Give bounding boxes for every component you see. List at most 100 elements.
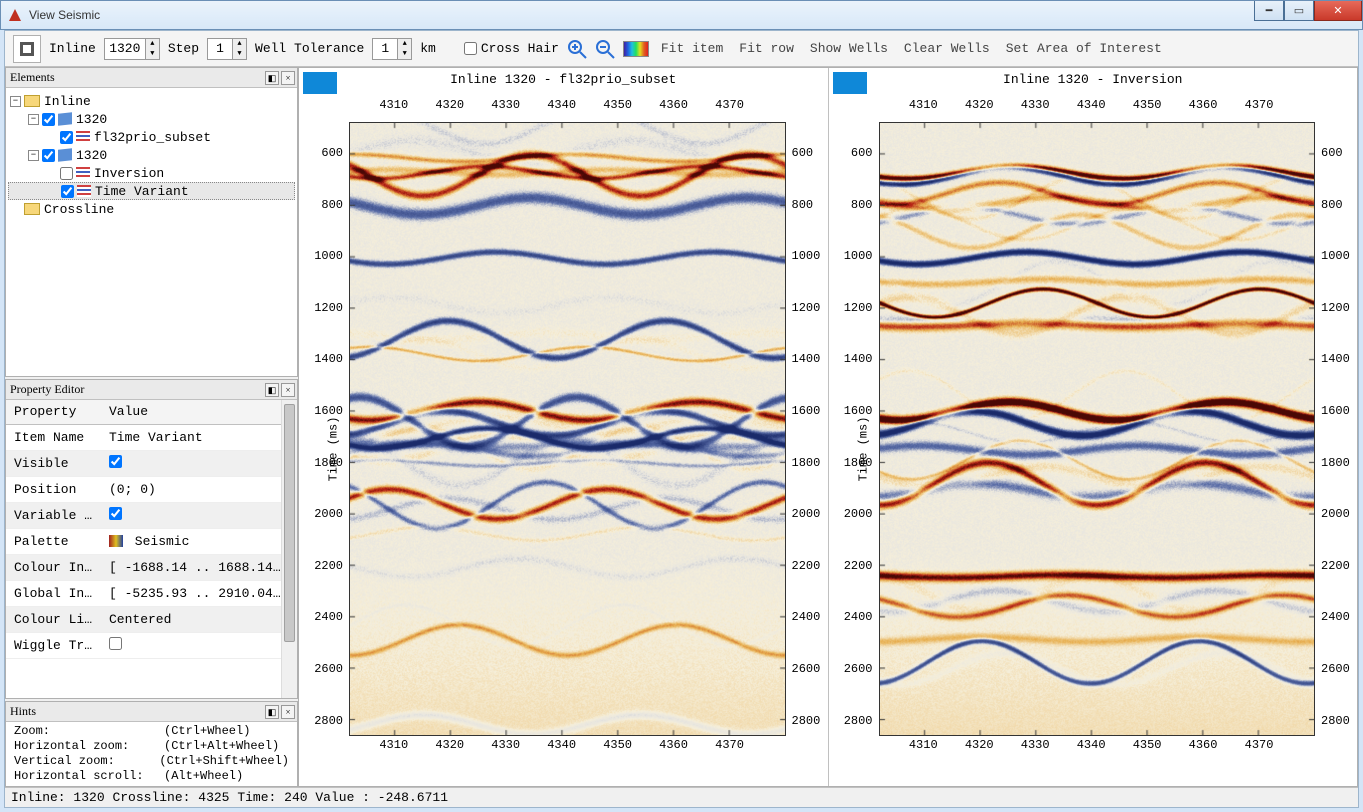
property-close-button[interactable]: ×	[281, 383, 295, 397]
x-tick: 4370	[715, 98, 744, 112]
tree-timevariant[interactable]: Time Variant	[8, 182, 295, 200]
property-value[interactable]: [ -5235.93 .. 2910.04…	[101, 580, 297, 606]
step-up[interactable]: ▲	[233, 39, 246, 49]
set-aoi-button[interactable]: Set Area of Interest	[1002, 41, 1166, 56]
plot-right[interactable]: Inline 1320 - Inversion Time (ms) 431043…	[829, 68, 1358, 786]
tree-fl32[interactable]: fl32prio_subset	[8, 128, 295, 146]
x-tick: 4350	[603, 738, 632, 752]
inline-input[interactable]	[105, 41, 145, 56]
step-input[interactable]	[208, 41, 232, 56]
welltol-up[interactable]: ▲	[398, 39, 411, 49]
stripes-icon	[76, 167, 90, 179]
inline-label: Inline	[49, 41, 96, 56]
property-col-header[interactable]: Property	[6, 400, 101, 424]
property-row[interactable]: Position(0; 0)	[6, 476, 297, 502]
property-row[interactable]: Colour In…[ -1688.14 .. 1688.14…	[6, 554, 297, 580]
show-wells-button[interactable]: Show Wells	[806, 41, 892, 56]
elements-tree[interactable]: − Inline − 1320 fl32prio_subset −	[6, 88, 297, 376]
step-spinner[interactable]: ▲▼	[207, 38, 247, 60]
rectangle-tool-button[interactable]	[13, 35, 41, 63]
property-row[interactable]: Item NameTime Variant	[6, 424, 297, 450]
y-tick: 1000	[299, 249, 343, 263]
fit-row-button[interactable]: Fit row	[735, 41, 798, 56]
clear-wells-button[interactable]: Clear Wells	[900, 41, 994, 56]
property-row[interactable]: Wiggle Tr…	[6, 632, 297, 658]
property-checkbox[interactable]	[109, 507, 122, 520]
property-row[interactable]: Variable …	[6, 502, 297, 528]
inline-up[interactable]: ▲	[146, 39, 159, 49]
property-value[interactable]: Seismic	[101, 528, 297, 554]
inline-spinner[interactable]: ▲▼	[104, 38, 160, 60]
stripes-icon	[77, 185, 91, 197]
tree-check[interactable]	[42, 149, 55, 162]
hints-close-button[interactable]: ×	[281, 705, 295, 719]
property-value[interactable]: [ -1688.14 .. 1688.14…	[101, 554, 297, 580]
property-checkbox[interactable]	[109, 637, 122, 650]
seismic-canvas-left[interactable]	[350, 123, 785, 735]
welltol-down[interactable]: ▼	[398, 49, 411, 59]
property-name: Colour In…	[6, 554, 101, 580]
tree-check[interactable]	[60, 131, 73, 144]
property-float-button[interactable]: ◧	[265, 383, 279, 397]
step-down[interactable]: ▼	[233, 49, 246, 59]
property-row[interactable]: Palette Seismic	[6, 528, 297, 554]
x-tick: 4320	[965, 98, 994, 112]
zoom-in-icon[interactable]	[567, 39, 587, 59]
minimize-button[interactable]: ━	[1254, 1, 1284, 21]
inline-down[interactable]: ▼	[146, 49, 159, 59]
tree-inline-root[interactable]: − Inline	[8, 92, 295, 110]
crosshair-check-input[interactable]	[464, 42, 477, 55]
property-editor-panel: Property Editor ◧× Property Value Item N…	[5, 379, 298, 699]
plot-left-title: Inline 1320 - fl32prio_subset	[299, 68, 828, 88]
tree-check[interactable]	[61, 185, 74, 198]
tree-1320-b[interactable]: − 1320	[8, 146, 295, 164]
welltol-spinner[interactable]: ▲▼	[372, 38, 412, 60]
expand-icon[interactable]: −	[28, 150, 39, 161]
y-tick: 1400	[829, 352, 873, 366]
property-value[interactable]: Time Variant	[101, 424, 297, 450]
hints-float-button[interactable]: ◧	[265, 705, 279, 719]
tree-label: fl32prio_subset	[94, 130, 211, 145]
plot-handle-icon[interactable]	[303, 72, 337, 94]
plot-handle-icon[interactable]	[833, 72, 867, 94]
close-button[interactable]: ✕	[1314, 1, 1362, 21]
property-value[interactable]	[101, 502, 297, 528]
expand-icon[interactable]: −	[10, 96, 21, 107]
elements-float-button[interactable]: ◧	[265, 71, 279, 85]
plot-area: Inline 1320 - fl32prio_subset Time (ms) …	[298, 67, 1358, 787]
property-checkbox[interactable]	[109, 455, 122, 468]
value-col-header[interactable]: Value	[101, 400, 297, 424]
status-bar: Inline: 1320 Crossline: 4325 Time: 240 V…	[5, 787, 1358, 807]
property-scrollbar[interactable]	[281, 400, 297, 698]
zoom-out-icon[interactable]	[595, 39, 615, 59]
x-tick: 4370	[1245, 98, 1274, 112]
property-value[interactable]	[101, 632, 297, 658]
property-value[interactable]: Centered	[101, 606, 297, 632]
x-tick: 4370	[1245, 738, 1274, 752]
tree-crossline-root[interactable]: Crossline	[8, 200, 295, 218]
fit-item-button[interactable]: Fit item	[657, 41, 727, 56]
property-row[interactable]: Colour Li…Centered	[6, 606, 297, 632]
elements-close-button[interactable]: ×	[281, 71, 295, 85]
palette-icon[interactable]	[623, 41, 649, 57]
maximize-button[interactable]: ▭	[1284, 1, 1314, 21]
expand-icon[interactable]: −	[28, 114, 39, 125]
y-tick: 1600	[299, 404, 343, 418]
y-tick: 2400	[829, 610, 873, 624]
seismic-canvas-right[interactable]	[880, 123, 1315, 735]
welltol-input[interactable]	[373, 41, 397, 56]
x-tick: 4310	[379, 98, 408, 112]
y-tick: 2600	[1321, 662, 1363, 676]
tree-check[interactable]	[42, 113, 55, 126]
tree-check[interactable]	[60, 167, 73, 180]
property-row[interactable]: Global In…[ -5235.93 .. 2910.04…	[6, 580, 297, 606]
x-tick: 4310	[909, 738, 938, 752]
tree-inversion[interactable]: Inversion	[8, 164, 295, 182]
property-value[interactable]	[101, 450, 297, 476]
plot-left[interactable]: Inline 1320 - fl32prio_subset Time (ms) …	[299, 68, 829, 786]
property-value[interactable]: (0; 0)	[101, 476, 297, 502]
property-editor-header: Property Editor ◧×	[6, 380, 297, 400]
crosshair-checkbox[interactable]: Cross Hair	[464, 41, 559, 56]
property-row[interactable]: Visible	[6, 450, 297, 476]
tree-1320-a[interactable]: − 1320	[8, 110, 295, 128]
